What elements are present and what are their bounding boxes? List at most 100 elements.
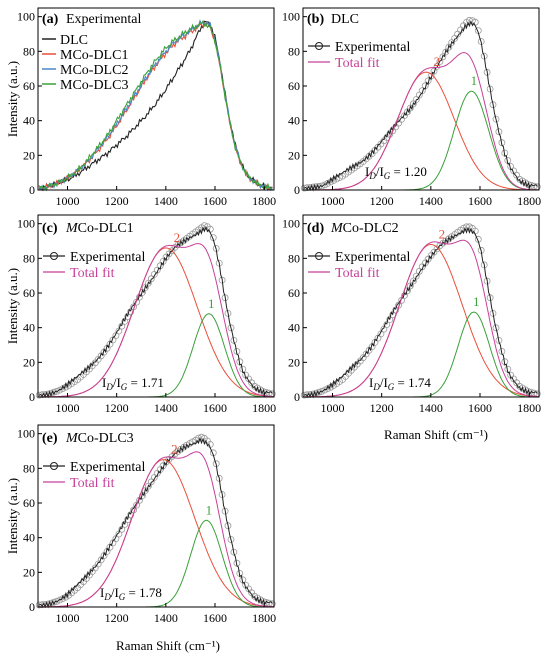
legend-label-experimental: Experimental [70,250,146,265]
legend-label-mco-dlc1: MCo-DLC1 [60,48,128,63]
y-tick-label: 20 [288,148,300,162]
panel-c-ylabel: Intensity (a.u.) [5,268,20,344]
peak-label-1: 1 [206,502,213,517]
x-tick-label: 1200 [370,194,394,208]
experimental-point [492,115,500,123]
experimental-point [483,277,491,285]
panel-d-title: MCo-DLC2 [330,221,399,236]
panel-c-title: MCo-DLC1 [65,221,134,236]
peak-label-2: 2 [439,227,446,242]
experimental-point [489,101,497,109]
y-tick-label: 0 [29,600,35,614]
y-tick-label: 100 [282,10,300,24]
legend-label-total-fit: Total fit [335,56,380,71]
peak-label-1: 1 [208,296,215,311]
legend-label-mco-dlc2: MCo-DLC2 [60,63,128,78]
peak-label-2: 2 [171,442,178,457]
experimental-point [112,332,120,340]
panel-e-legend: Experimental Total fit [43,460,146,491]
experimental-line [39,225,273,399]
x-tick-label: 1800 [252,194,276,208]
legend-label-mco-dlc3: MCo-DLC3 [60,78,128,93]
panel-a-ylabel: Intensity (a.u.) [5,61,20,137]
panel-d-tag: (d) [307,221,324,236]
x-tick-label: 1800 [252,611,276,625]
panel-a: 1000 1200 1400 1600 1800 0 20 40 60 80 100 (a) Exp… [5,7,276,208]
panel-c-ratio: ID/IG = 1.71 [102,375,164,392]
panel-c-legend: Experimental Total fit [43,250,146,281]
x-tick-label: 1600 [203,611,227,625]
panel-a-title: Experimental [66,12,142,27]
y-tick-label: 0 [29,183,35,197]
experimental-point [136,293,143,301]
experimental-point [483,68,491,76]
y-tick-label: 60 [23,496,35,510]
experimental-point [406,282,414,290]
y-tick-label: 0 [294,390,300,404]
series-line-mco-dlc3 [38,19,273,192]
experimental-point [127,308,135,316]
y-tick-label: 100 [282,217,300,231]
x-tick-label: 1400 [154,401,178,415]
y-tick-label: 20 [23,355,35,369]
x-tick-label: 1800 [517,194,541,208]
experimental-point [412,272,420,280]
experimental-point [218,491,226,498]
experimental-point [489,309,497,317]
experimental-line [39,436,273,609]
x-tick-label: 1600 [203,401,227,415]
experimental-point [53,597,61,605]
experimental-point [227,324,235,332]
experimental-point [121,521,129,528]
x-tick-label: 1200 [105,611,129,625]
y-tick-label: 40 [288,114,300,128]
total-fit-line [37,451,274,608]
experimental-point [221,294,229,302]
panel-e-title: MCo-DLC3 [65,431,134,446]
legend-label-experimental: Experimental [335,40,411,55]
y-tick-label: 80 [288,251,300,265]
experimental-point [230,548,238,556]
experimental-point [433,63,441,70]
y-tick-label: 20 [288,355,300,369]
experimental-point [386,316,394,324]
experimental-point [392,306,400,314]
panel-e-ratio: ID/IG = 1.78 [100,585,162,602]
y-tick-label: 60 [288,286,300,300]
legend-label-total-fit: Total fit [335,266,380,281]
y-tick-label: 80 [288,44,300,58]
x-tick-label: 1000 [56,194,80,208]
legend-marker-experimental [50,252,58,260]
legend-marker-experimental [315,42,323,50]
panel-b-legend: Experimental Total fit [308,40,411,71]
experimental-line [304,20,538,192]
x-tick-label: 1400 [419,194,443,208]
experimental-point [442,48,450,56]
x-tick-label: 1600 [468,194,492,208]
panel-d-xlabel: Raman Shift (cm⁻¹) [384,427,488,442]
x-tick-label: 1000 [56,611,80,625]
experimental-point [53,387,61,395]
experimental-point [486,294,494,302]
experimental-point [486,85,494,93]
experimental-point [230,336,238,344]
experimental-point [124,516,132,523]
experimental-point [409,277,417,285]
peak-label-2: 2 [434,54,441,69]
y-tick-label: 40 [23,321,35,335]
experimental-line [304,226,538,399]
experimental-point [224,309,232,317]
experimental-point [224,522,232,530]
experimental-point [465,16,473,24]
y-tick-label: 0 [294,183,300,197]
y-tick-label: 20 [23,565,35,579]
x-tick-label: 1400 [154,611,178,625]
experimental-point [492,324,500,332]
experimental-point [436,58,444,65]
experimental-point [200,222,208,230]
y-tick-label: 100 [17,217,35,231]
legend-label-dlc: DLC [60,33,88,48]
panel-b-tag: (b) [307,12,324,27]
